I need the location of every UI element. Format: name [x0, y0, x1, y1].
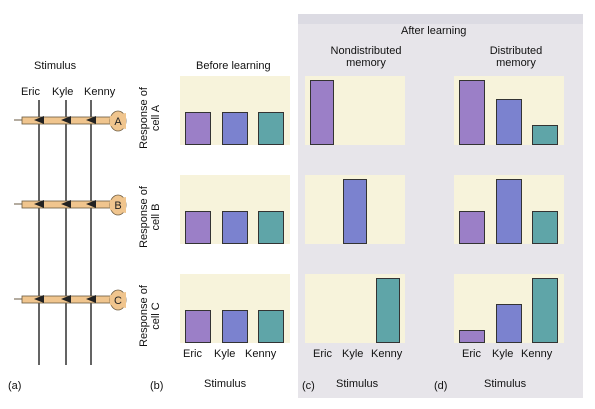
input-label-kyle: Kyle [52, 86, 74, 98]
panel-d-tick-eric: Eric [462, 348, 481, 360]
bar-d-cell-a-kenny [532, 125, 558, 145]
panel-b-tick-kyle: Kyle [214, 348, 236, 360]
panel-c-tick-kyle: Kyle [342, 348, 364, 360]
plot-c-cell-c [305, 274, 405, 343]
bar-d-cell-a-eric [459, 80, 485, 145]
bar-d-cell-b-eric [459, 211, 485, 244]
bar-d-cell-c-kenny [532, 278, 558, 343]
cell-a [14, 110, 127, 132]
cell-a-label: A [114, 116, 122, 128]
plot-c-cell-a [305, 76, 405, 145]
input-label-kenny: Kenny [84, 86, 116, 98]
ylabel-cell-a: Response of cell A [138, 87, 162, 149]
bar-d-cell-c-eric [459, 330, 485, 343]
bar-d-cell-b-kyle [496, 179, 522, 244]
neural-network-diagram: A B C [14, 100, 127, 365]
panel-c-tag: (c) [302, 380, 315, 392]
panel-b-title: Before learning [196, 60, 271, 72]
bar-b-cell-b-eric [185, 211, 211, 244]
panel-d-tag: (d) [434, 380, 448, 392]
bar-b-cell-b-kyle [222, 211, 248, 244]
panel-b-xlabel: Stimulus [204, 378, 247, 390]
plot-d-cell-a [454, 76, 564, 145]
panel-c-tick-kenny: Kenny [371, 348, 403, 360]
panel-c-xlabel: Stimulus [336, 378, 379, 390]
bar-b-cell-a-kenny [258, 112, 284, 145]
panel-d-title: Distributed memory [489, 45, 543, 69]
panel-b-tick-eric: Eric [183, 348, 202, 360]
plot-c-cell-b [305, 175, 405, 244]
bar-b-cell-c-eric [185, 310, 211, 343]
plot-b-cell-b [180, 175, 290, 244]
bar-c-cell-c-kenny [376, 278, 400, 343]
panel-b-tick-kenny: Kenny [245, 348, 277, 360]
plot-b-cell-c [180, 274, 290, 343]
panel-b-tag: (b) [150, 380, 164, 392]
bar-b-cell-c-kyle [222, 310, 248, 343]
panel-a-tag: (a) [8, 380, 22, 392]
cell-b-label: B [114, 200, 121, 212]
panel-c-tick-eric: Eric [313, 348, 332, 360]
cell-c-label: C [114, 295, 122, 307]
input-label-eric: Eric [21, 86, 40, 98]
plot-d-cell-b [454, 175, 564, 244]
panel-a-title: Stimulus [34, 60, 77, 72]
panel-d-tick-kenny: Kenny [521, 348, 553, 360]
bar-b-cell-b-kenny [258, 211, 284, 244]
bar-d-cell-a-kyle [496, 99, 522, 145]
panel-d-tick-kyle: Kyle [492, 348, 514, 360]
cell-b [14, 194, 127, 216]
plot-d-cell-c [454, 274, 564, 343]
bar-c-cell-a-eric [310, 80, 334, 145]
after-learning-title: After learning [401, 25, 467, 37]
bar-b-cell-a-kyle [222, 112, 248, 145]
panel-d-xlabel: Stimulus [484, 378, 527, 390]
ylabel-cell-c: Response of cell C [138, 285, 162, 347]
bar-c-cell-b-kyle [343, 179, 367, 244]
bar-b-cell-a-eric [185, 112, 211, 145]
after-learning-panel-band [298, 14, 583, 24]
bar-d-cell-b-kenny [532, 211, 558, 244]
bar-b-cell-c-kenny [258, 310, 284, 343]
ylabel-cell-b: Response of cell B [138, 186, 162, 248]
bar-d-cell-c-kyle [496, 304, 522, 343]
plot-b-cell-a [180, 76, 290, 145]
cell-c [14, 289, 127, 311]
panel-c-title: Nondistributed memory [330, 45, 402, 69]
